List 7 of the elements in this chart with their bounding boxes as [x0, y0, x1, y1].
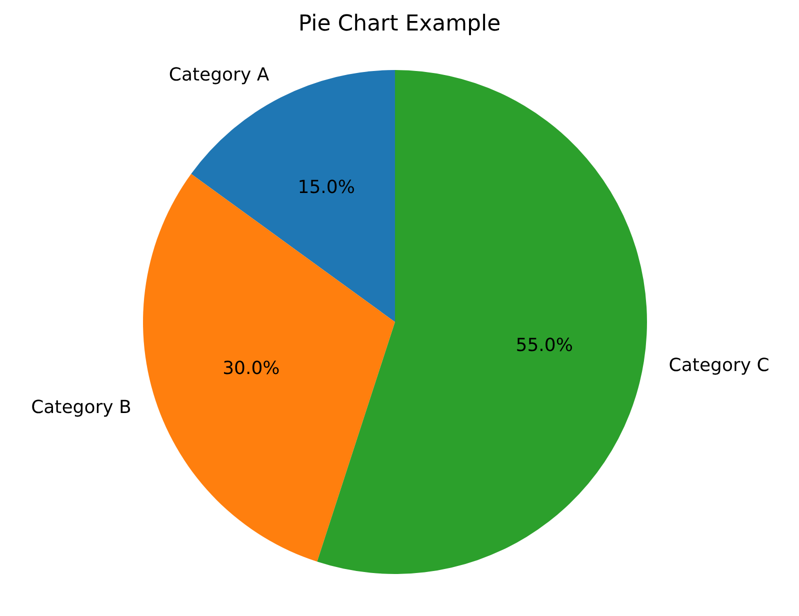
- data-label: 55.0%: [516, 335, 573, 356]
- slice-label: Category A: [168, 64, 270, 86]
- slice-label: Category C: [668, 354, 770, 376]
- slice-label: Category B: [31, 397, 132, 418]
- chart-title: Pie Chart Example: [298, 12, 501, 36]
- data-label: 30.0%: [222, 358, 280, 380]
- data-label: 15.0%: [298, 176, 355, 198]
